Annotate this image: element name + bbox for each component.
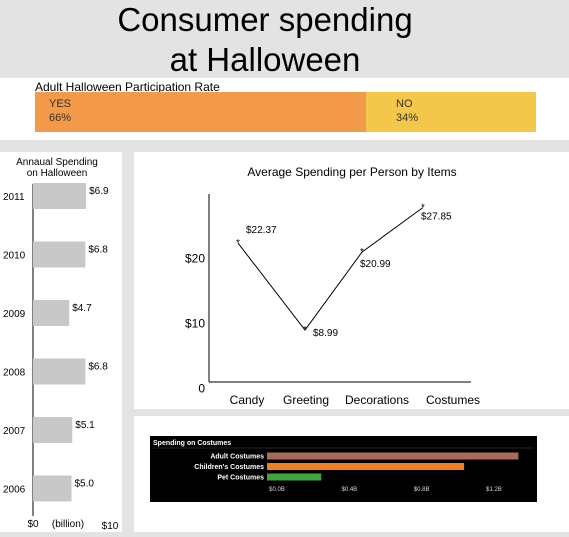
costume-title: Spending on Costumes (153, 440, 231, 447)
page-title-line-2: at Halloween (169, 41, 361, 78)
participation-yes-value: 66% (49, 112, 72, 124)
annual-value-label: $5.1 (75, 420, 95, 431)
costume-category-label: Pet Costumes (217, 475, 264, 482)
annual-year-label: 2006 (3, 485, 26, 496)
items-y-tick-label: $20 (185, 252, 205, 266)
items-point-marker: * (236, 238, 240, 249)
costume-x-tick-label: $1.2B (486, 487, 502, 493)
items-category-label: Decorations (345, 393, 409, 407)
costume-spending-chart: Spending on Costumes Adult Costumes Child… (150, 436, 537, 502)
annual-title-line-1: Annaual Spending (16, 157, 98, 168)
participation-no-bar: NO 34% (366, 92, 536, 132)
annual-year-label: 2007 (3, 426, 26, 437)
participation-no-label: NO (396, 98, 413, 110)
annual-x-min-label: $0 (27, 519, 39, 530)
annual-year-label: 2010 (3, 251, 26, 262)
annual-bar (33, 475, 72, 502)
costume-bar (267, 463, 465, 470)
costume-bar (267, 452, 519, 460)
items-y-tick-label: $10 (185, 317, 205, 331)
items-category-label: Candy (230, 393, 265, 407)
annual-title-line-2: on Halloween (27, 168, 88, 179)
annual-year-label: 2011 (3, 192, 25, 203)
annual-value-label: $5.0 (75, 479, 95, 490)
items-point-marker: * (421, 202, 425, 213)
participation-yes-bar: YES 66% (35, 92, 366, 132)
annual-value-label: $6.9 (89, 186, 109, 197)
items-title: Average Spending per Person by Items (247, 165, 456, 179)
costume-bar (267, 473, 322, 481)
annual-year-label: 2008 (3, 368, 26, 379)
items-spending-panel: Average Spending per Person by Items 0 $1… (134, 152, 569, 409)
items-series-line (237, 207, 424, 331)
costume-spending-panel: Spending on Costumes Adult Costumes Child… (134, 416, 569, 532)
annual-spending-panel: Annaual Spending on Halloween 2011 $6.9 20… (0, 152, 122, 532)
participation-title: Adult Halloween Participation Rate (35, 80, 220, 94)
annual-value-label: $4.7 (72, 303, 92, 314)
costume-x-tick-label: $0.4B (341, 487, 357, 493)
annual-bar (33, 183, 87, 209)
annual-spending-chart: Annaual Spending on Halloween 2011 $6.9 20… (3, 157, 119, 532)
costume-x-tick-label: $0.8B (414, 487, 430, 493)
costume-x-tick-label: $0.0B (269, 487, 285, 493)
costume-category-label: Children's Costumes (194, 464, 264, 471)
annual-x-max-label: $10 (102, 521, 119, 532)
page-title: Consumer spending at Halloween (0, 0, 530, 80)
annual-bar (33, 417, 73, 443)
annual-value-label: $6.8 (88, 245, 108, 256)
participation-no-value: 34% (396, 112, 419, 124)
participation-panel: Adult Halloween Participation Rate YES 6… (0, 78, 569, 140)
items-value-label: $22.37 (246, 225, 277, 236)
annual-bar (33, 241, 86, 268)
items-value-label: $8.99 (313, 328, 338, 339)
participation-yes-label: YES (49, 98, 72, 110)
page-title-line-1: Consumer spending (117, 1, 413, 38)
items-spending-chart: Average Spending per Person by Items 0 $1… (185, 165, 480, 407)
annual-bar (33, 300, 70, 326)
items-category-label: Costumes (426, 393, 480, 407)
costume-category-label: Adult Costumes (210, 454, 264, 461)
items-y-tick-label: 0 (198, 382, 205, 396)
items-category-label: Greeting (283, 393, 329, 407)
items-point-marker: * (303, 325, 307, 336)
items-point-marker: * (360, 247, 364, 258)
annual-bar (33, 358, 86, 385)
annual-x-unit-label: (billion) (52, 519, 84, 530)
items-value-label: $27.85 (421, 211, 452, 222)
annual-value-label: $6.8 (88, 362, 108, 373)
items-value-label: $20.99 (360, 259, 391, 270)
annual-year-label: 2009 (3, 309, 26, 320)
